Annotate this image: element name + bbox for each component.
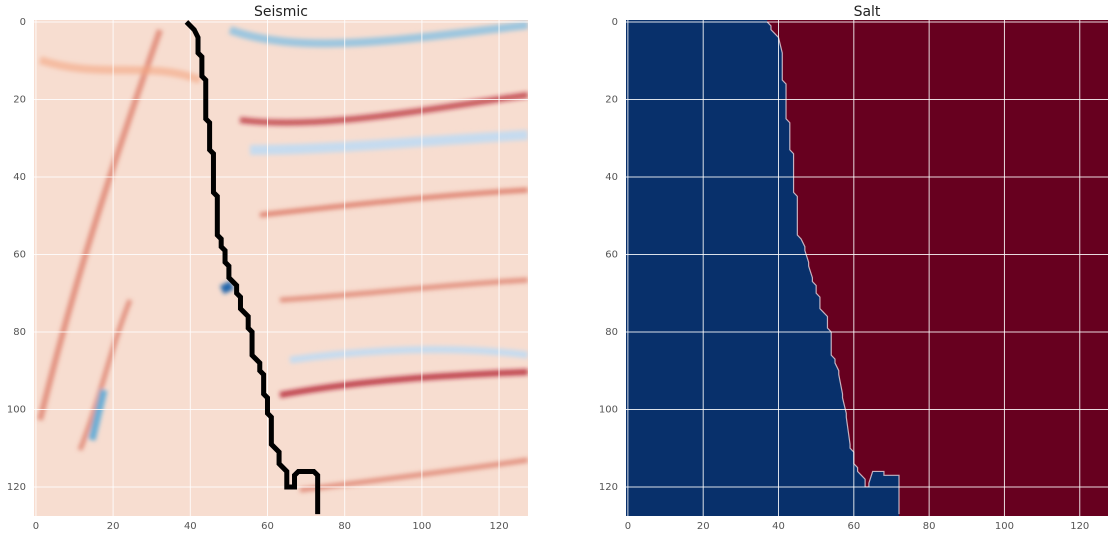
x-tick-label: 40 <box>772 521 785 532</box>
x-tick-label: 20 <box>107 521 120 532</box>
y-tick-label: 60 <box>605 249 618 260</box>
x-tick-label: 60 <box>847 521 860 532</box>
y-tick-label: 80 <box>605 327 618 338</box>
x-tick-label: 120 <box>490 521 509 532</box>
x-tick-label: 80 <box>923 521 936 532</box>
x-tick-label: 60 <box>261 521 274 532</box>
y-tick-label: 40 <box>13 172 26 183</box>
x-tick-label: 0 <box>33 521 39 532</box>
y-tick-label: 80 <box>13 327 26 338</box>
y-tick-label: 100 <box>7 404 26 415</box>
y-tick-label: 0 <box>20 17 26 28</box>
y-tick-label: 0 <box>612 17 618 28</box>
x-tick-label: 120 <box>1070 521 1089 532</box>
salt-boundary <box>766 21 900 515</box>
y-tick-label: 20 <box>13 94 26 105</box>
seismic-texture <box>37 21 528 493</box>
x-tick-label: 100 <box>412 521 431 532</box>
x-tick-label: 80 <box>338 521 351 532</box>
salt-region <box>767 20 1108 516</box>
y-tick-label: 100 <box>599 404 618 415</box>
chart-title: Seismic <box>254 4 308 20</box>
chart-title: Salt <box>854 4 881 20</box>
y-tick-label: 40 <box>605 172 618 183</box>
y-tick-label: 60 <box>13 249 26 260</box>
boundary-line <box>184 20 321 515</box>
y-tick-label: 120 <box>599 482 618 493</box>
y-tick-label: 120 <box>7 482 26 493</box>
x-tick-label: 0 <box>625 521 631 532</box>
x-tick-label: 100 <box>995 521 1014 532</box>
seismic-background <box>34 20 528 516</box>
x-tick-label: 20 <box>697 521 710 532</box>
y-tick-label: 20 <box>605 94 618 105</box>
x-tick-label: 40 <box>184 521 197 532</box>
